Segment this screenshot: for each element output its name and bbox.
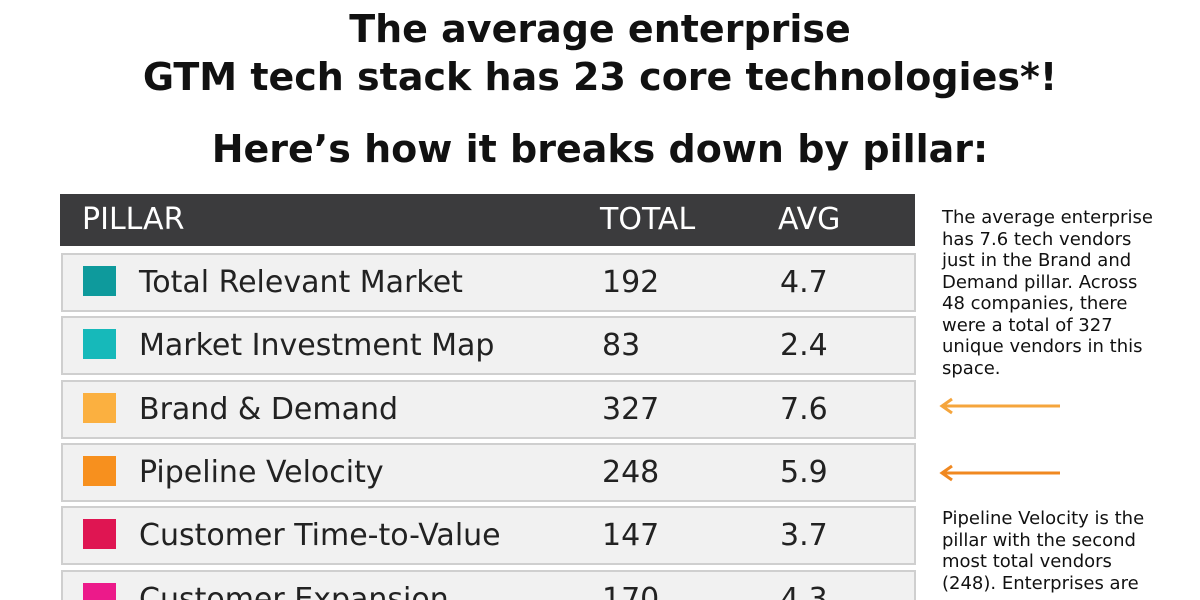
annotation-line: just in the Brand and <box>942 250 1132 271</box>
table-row: Pipeline Velocity 248 5.9 <box>61 442 916 502</box>
subtitle: Here’s how it breaks down by pillar: <box>211 127 989 171</box>
table-cell: 4.7 <box>780 265 828 300</box>
annotation-line: 48 companies, there <box>942 293 1128 314</box>
table-row: Total Relevant Market 192 4.7 <box>61 253 916 312</box>
table-cell: 170 <box>602 581 660 600</box>
table-cell: 4.3 <box>780 581 828 600</box>
table-cell: 327 <box>602 391 660 427</box>
color-swatch <box>83 519 116 550</box>
table-cell: 3.7 <box>780 518 828 554</box>
annotation-line: most total vendors <box>942 551 1112 572</box>
title-line: The average enterprise <box>349 7 851 51</box>
arrow <box>939 464 1060 482</box>
annotation-line: Pipeline Velocity is the <box>942 508 1145 529</box>
annotation-line: has 7.6 tech vendors <box>942 228 1132 250</box>
table-cell: 248 <box>602 454 660 490</box>
annotation-line: pillar with the second <box>942 529 1136 551</box>
annotation-line: unique vendors in this <box>942 336 1143 357</box>
table-cell: Pipeline Velocity <box>139 454 384 490</box>
table-cell: 83 <box>602 328 641 364</box>
table-cell: Customer Time-to-Value <box>139 518 501 554</box>
annotation: Pipeline Velocity is the pillar with the … <box>942 508 1144 594</box>
color-swatch <box>83 329 116 360</box>
table-row: Market Investment Map 83 2.4 <box>61 316 916 376</box>
color-swatch <box>83 266 116 296</box>
table-cell: Brand & Demand <box>139 391 399 427</box>
table-cell: 7.6 <box>780 391 828 427</box>
table-row: Brand & Demand 327 7.6 <box>61 379 916 439</box>
column-header: PILLAR <box>82 202 185 237</box>
arrow <box>939 397 1060 415</box>
color-swatch <box>83 392 116 423</box>
table-cell: 2.4 <box>780 328 828 364</box>
annotation: The average enterprise has 7.6 tech vendo… <box>942 207 1153 379</box>
color-swatch <box>83 582 116 600</box>
table-cell: 5.9 <box>780 454 828 490</box>
title-line: GTM tech stack has 23 core technologies*… <box>142 55 1058 99</box>
table-cell: Total Relevant Market <box>139 265 463 300</box>
annotation-line: space. <box>942 357 1001 379</box>
table-row: Customer Time-to-Value 147 3.7 <box>61 506 916 566</box>
annotation-line: were a total of 327 <box>942 314 1113 336</box>
table-cell: Customer Expansion <box>139 581 449 600</box>
table-row: Customer Expansion 170 4.3 <box>61 569 916 600</box>
table-cell: 147 <box>602 518 660 554</box>
annotation-line: (248). Enterprises are <box>942 572 1139 594</box>
table-header: PILLAR TOTAL AVG <box>60 194 915 246</box>
column-header: TOTAL <box>600 202 696 237</box>
annotation-line: Demand pillar. Across <box>942 271 1138 293</box>
column-header: AVG <box>778 202 841 237</box>
table-cell: 192 <box>602 265 660 300</box>
table-cell: Market Investment Map <box>139 328 495 364</box>
color-swatch <box>83 455 116 486</box>
annotation-line: The average enterprise <box>942 207 1153 228</box>
